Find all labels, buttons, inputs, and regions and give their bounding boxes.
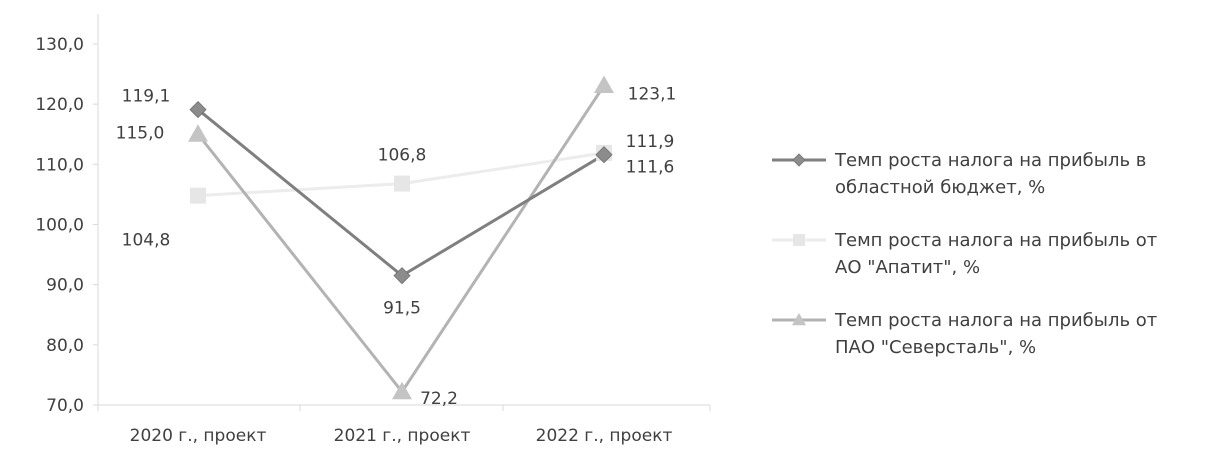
y-tick-label: 130,0 (35, 35, 84, 55)
data-label: 123,1 (628, 85, 677, 105)
legend-item-1: Темп роста налога на прибыль в областной … (772, 150, 1146, 198)
legend-label: областной бюджет, % (835, 177, 1045, 198)
y-tick-label: 120,0 (35, 95, 84, 115)
data-label: 111,9 (626, 132, 675, 152)
legend-item-3: Темп роста налога на прибыль от ПАО "Севе… (772, 310, 1157, 358)
data-point (394, 175, 410, 192)
y-tick-label: 110,0 (35, 155, 84, 175)
data-point (392, 381, 412, 400)
x-tick-label: 2020 г., проект (130, 426, 267, 446)
legend-item-2: Темп роста налога на прибыль от АО "Апати… (772, 230, 1157, 278)
legend-swatch-marker (793, 234, 805, 246)
series-line-3 (196, 84, 606, 394)
legend-label: ПАО "Северсталь", % (835, 337, 1036, 358)
x-tick-label: 2021 г., проект (334, 426, 471, 446)
legend-label: Темп роста налога на прибыль от (834, 310, 1157, 331)
legend-label: АО "Апатит", % (835, 257, 980, 278)
data-label: 104,8 (122, 231, 171, 251)
data-label: 91,5 (383, 299, 421, 319)
data-point (393, 267, 411, 285)
y-tick-label: 100,0 (35, 216, 84, 236)
x-tick-label: 2022 г., проект (536, 426, 673, 446)
data-point (594, 75, 614, 94)
data-point (189, 101, 207, 119)
data-label: 111,6 (626, 158, 675, 178)
data-point (188, 124, 208, 142)
data-label: 119,1 (122, 87, 171, 107)
y-tick-label: 90,0 (46, 276, 84, 296)
legend-swatch-marker (792, 313, 806, 326)
legend-swatch-marker (792, 153, 806, 167)
data-point (190, 187, 206, 204)
data-point (595, 146, 613, 164)
data-label: 72,2 (420, 389, 458, 409)
y-tick-label: 70,0 (46, 396, 84, 416)
legend-label: Темп роста налога на прибыль в (834, 150, 1146, 171)
data-label: 106,8 (378, 146, 427, 166)
legend-label: Темп роста налога на прибыль от (834, 230, 1157, 251)
y-tick-label: 80,0 (46, 336, 84, 356)
data-label: 115,0 (116, 123, 165, 143)
